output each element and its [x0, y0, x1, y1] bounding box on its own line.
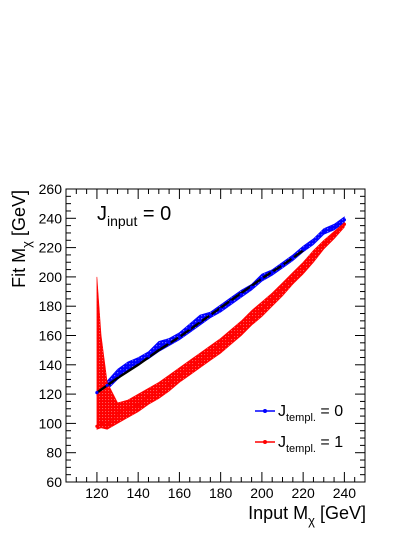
point-series-0-14: [239, 292, 243, 297]
point-series-1-24: [332, 232, 336, 236]
annotation-label: Jinput = 0: [97, 203, 171, 229]
point-series-0-13: [229, 300, 233, 304]
point-series-1-20: [291, 276, 295, 280]
point-series-0-19: [291, 256, 295, 260]
band-series-1: [96, 222, 345, 430]
point-series-0-24: [342, 218, 346, 222]
point-series-1-14: [229, 335, 233, 339]
point-series-0-20: [301, 247, 305, 251]
point-series-0-6: [157, 345, 161, 349]
y-tick-label: 80: [46, 445, 62, 461]
legend-marker-red: [263, 440, 267, 444]
point-series-0-4: [136, 360, 140, 364]
point-series-1-6: [146, 395, 151, 399]
x-tick-label: 200: [250, 485, 274, 501]
point-series-1-0: [95, 424, 99, 428]
series-lines: [96, 219, 345, 427]
point-series-0-17: [270, 270, 274, 275]
uncertainty-bands: [96, 216, 345, 430]
x-tick-label: 240: [333, 485, 357, 501]
y-tick-label: 140: [39, 357, 63, 373]
y-tick-label: 100: [39, 415, 63, 431]
point-series-0-1: [105, 383, 109, 387]
point-series-0-22: [322, 229, 326, 234]
point-series-0-21: [311, 240, 315, 244]
x-axis: 120 140 160 180 200 220 240: [75, 189, 366, 501]
point-series-0-11: [208, 313, 212, 317]
y-tick-label: 220: [39, 240, 63, 256]
series-points: [95, 218, 346, 428]
point-series-0-2: [116, 373, 120, 377]
x-tick-label: 140: [126, 485, 150, 501]
point-series-1-18: [270, 297, 274, 301]
legend-label-series-1: Jtempl. = 1: [278, 434, 343, 455]
x-tick-label: 160: [168, 485, 192, 501]
legend-label-series-0: Jtempl. = 0: [278, 403, 343, 424]
point-series-1-10: [188, 366, 192, 370]
point-series-1-15: [239, 326, 243, 330]
point-series-0-7: [167, 341, 171, 345]
point-series-0-12: [219, 307, 223, 311]
y-tick-label: 60: [46, 474, 62, 490]
y-axis: 60 80 100 120 140 160 180 200 220 240 260: [39, 181, 365, 490]
point-series-1-5: [136, 402, 140, 406]
point-series-0-18: [280, 263, 285, 267]
y-axis-label: Fit Mχ [GeV]: [9, 190, 34, 288]
point-series-0-23: [332, 225, 336, 229]
point-series-0-3: [126, 364, 130, 368]
point-series-1-22: [311, 254, 315, 258]
point-series-1-9: [177, 373, 181, 377]
legend-marker-blue: [263, 409, 267, 413]
point-series-0-10: [198, 319, 202, 323]
point-series-0-8: [177, 335, 181, 339]
point-series-1-13: [219, 344, 223, 348]
point-series-1-11: [198, 358, 202, 362]
point-series-1-3: [116, 411, 120, 415]
y-tick-label: 160: [39, 328, 63, 344]
point-series-1-12: [208, 351, 212, 355]
y-tick-label: 180: [39, 298, 63, 314]
point-series-0-15: [250, 285, 254, 289]
point-series-1-1: [99, 421, 103, 425]
line-series-1: [96, 223, 345, 427]
y-tick-label: 260: [39, 181, 63, 197]
y-tick-label: 120: [39, 386, 63, 402]
point-series-1-21: [301, 265, 305, 269]
point-series-1-4: [126, 407, 130, 411]
legend: Jtempl. = 0 Jtempl. = 1: [255, 403, 343, 455]
point-series-1-19: [280, 287, 285, 291]
point-series-1-16: [250, 316, 254, 320]
x-axis-label: Input Mχ [GeV]: [248, 503, 366, 528]
x-tick-label: 120: [85, 485, 109, 501]
point-series-0-16: [260, 276, 264, 280]
point-series-1-8: [167, 382, 171, 386]
y-tick-label: 240: [39, 210, 63, 226]
point-series-1-17: [260, 307, 264, 311]
x-tick-label: 180: [209, 485, 233, 501]
point-series-1-23: [322, 243, 326, 247]
point-series-0-0: [95, 391, 99, 395]
point-series-1-25: [342, 222, 346, 226]
point-series-1-7: [157, 389, 161, 393]
point-series-1-2: [105, 423, 109, 427]
x-tick-label: 220: [291, 485, 315, 501]
point-series-0-9: [188, 326, 192, 330]
y-tick-label: 200: [39, 269, 63, 285]
point-series-0-5: [146, 354, 151, 358]
